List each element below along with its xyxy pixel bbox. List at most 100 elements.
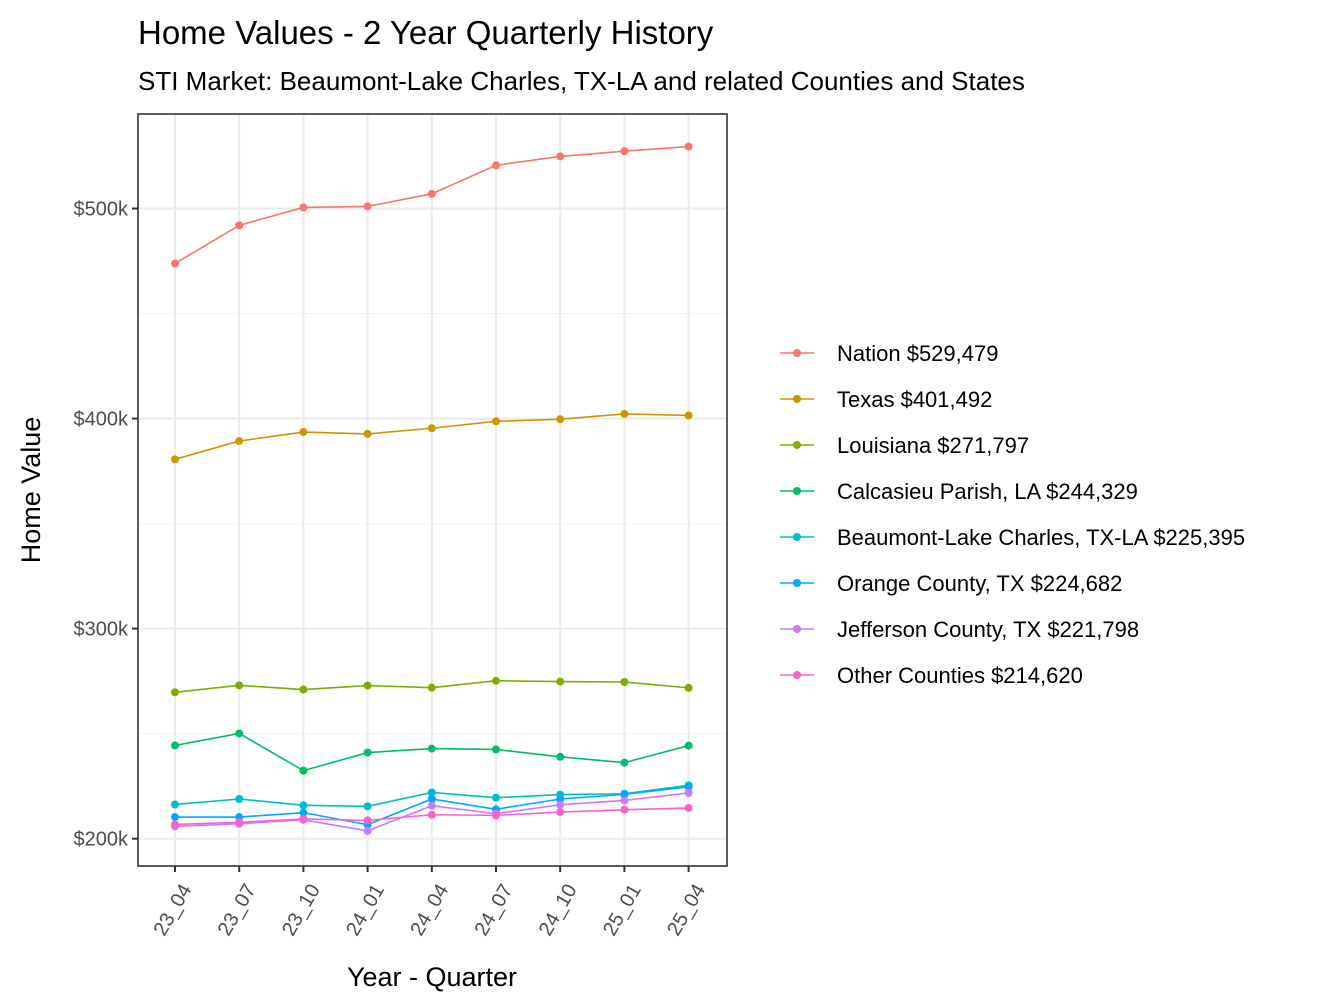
legend-label: Calcasieu Parish, LA $244,329 (837, 479, 1138, 504)
data-point (235, 729, 244, 738)
data-point (427, 744, 436, 753)
data-point (235, 681, 244, 690)
data-point (235, 437, 244, 446)
data-point (235, 794, 244, 803)
legend-label: Louisiana $271,797 (837, 433, 1029, 458)
x-tick-label: 24_10 (535, 881, 582, 940)
legend: Nation $529,479 Texas $401,492 Louisiana $… (780, 341, 1245, 688)
data-point (556, 794, 565, 803)
data-point (492, 793, 500, 802)
data-point (427, 794, 436, 803)
legend-item: Nation $529,479 (780, 341, 998, 366)
data-point (684, 411, 693, 420)
x-tick-label: 25_04 (663, 881, 710, 940)
data-point (684, 803, 693, 812)
x-tick-label: 23_04 (150, 881, 197, 940)
legend-label: Texas $401,492 (837, 387, 992, 412)
legend-item: Beaumont-Lake Charles, TX-LA $225,395 (780, 525, 1245, 550)
x-tick-label: 23_07 (214, 881, 261, 940)
data-point (171, 813, 179, 822)
data-point (684, 683, 693, 692)
x-tick-label: 24_07 (471, 881, 518, 940)
legend-item: Louisiana $271,797 (780, 433, 1029, 458)
data-point (235, 818, 244, 827)
data-point (620, 409, 629, 418)
legend-key-point (793, 487, 801, 495)
legend-item: Texas $401,492 (780, 387, 992, 412)
data-point (556, 752, 565, 761)
x-tick-label: 25_01 (599, 881, 646, 940)
data-point (363, 429, 372, 438)
data-point (171, 741, 179, 750)
data-point (171, 259, 179, 268)
data-point (427, 189, 436, 198)
series-louisiana (171, 676, 693, 697)
x-tick-label: 24_04 (406, 881, 453, 940)
legend-label: Jefferson County, TX $221,798 (837, 617, 1139, 642)
y-axis-title: Home Value (16, 417, 46, 564)
data-point (299, 766, 308, 775)
y-tick-label: $200k (74, 829, 129, 851)
data-point (684, 788, 693, 797)
data-point (363, 748, 372, 757)
data-point (171, 800, 179, 809)
data-point (620, 805, 629, 814)
data-point (492, 676, 500, 685)
data-point (492, 811, 500, 820)
legend-key-point (793, 671, 801, 679)
data-point (171, 455, 179, 464)
x-tick-label: 24_01 (342, 881, 389, 940)
legend-key-point (793, 395, 801, 403)
legend-key-point (793, 441, 801, 449)
data-point (556, 152, 565, 161)
data-point (299, 808, 308, 817)
data-point (363, 826, 372, 835)
data-point (620, 147, 629, 156)
x-tick-label: 23_10 (278, 881, 325, 940)
data-point (363, 681, 372, 690)
data-point (299, 203, 308, 212)
data-point (556, 808, 565, 817)
grid (138, 114, 727, 866)
chart-subtitle: STI Market: Beaumont-Lake Charles, TX-LA… (138, 66, 1025, 96)
data-point (363, 816, 372, 825)
data-point (427, 801, 436, 810)
data-point (492, 417, 500, 426)
y-tick-label: $400k (74, 409, 129, 431)
series-other-counties (171, 803, 693, 829)
legend-label: Nation $529,479 (837, 341, 998, 366)
legend-key-point (793, 625, 801, 633)
data-point (299, 428, 308, 437)
data-point (299, 685, 308, 694)
series-calcasieu-parish-la (171, 729, 693, 775)
series-lines (171, 142, 693, 835)
data-point (235, 221, 244, 230)
data-point (556, 677, 565, 686)
legend-key-point (793, 533, 801, 541)
data-point (684, 142, 693, 151)
legend-item: Orange County, TX $224,682 (780, 571, 1122, 596)
legend-key-point (793, 579, 801, 587)
legend-label: Other Counties $214,620 (837, 663, 1083, 688)
data-point (427, 424, 436, 433)
data-point (492, 745, 500, 754)
legend-label: Beaumont-Lake Charles, TX-LA $225,395 (837, 525, 1245, 550)
data-point (684, 741, 693, 750)
legend-key-point (793, 349, 801, 357)
series-texas (171, 409, 693, 464)
data-point (427, 810, 436, 819)
data-point (492, 161, 500, 170)
data-point (427, 788, 436, 797)
data-point (620, 758, 629, 767)
data-point (427, 683, 436, 692)
data-point (363, 202, 372, 211)
data-point (556, 415, 565, 424)
data-point (299, 814, 308, 823)
legend-item: Jefferson County, TX $221,798 (780, 617, 1139, 642)
data-point (363, 802, 372, 811)
legend-item: Calcasieu Parish, LA $244,329 (780, 479, 1138, 504)
data-point (171, 820, 179, 829)
data-point (171, 688, 179, 697)
legend-label: Orange County, TX $224,682 (837, 571, 1122, 596)
series-nation (171, 142, 693, 268)
